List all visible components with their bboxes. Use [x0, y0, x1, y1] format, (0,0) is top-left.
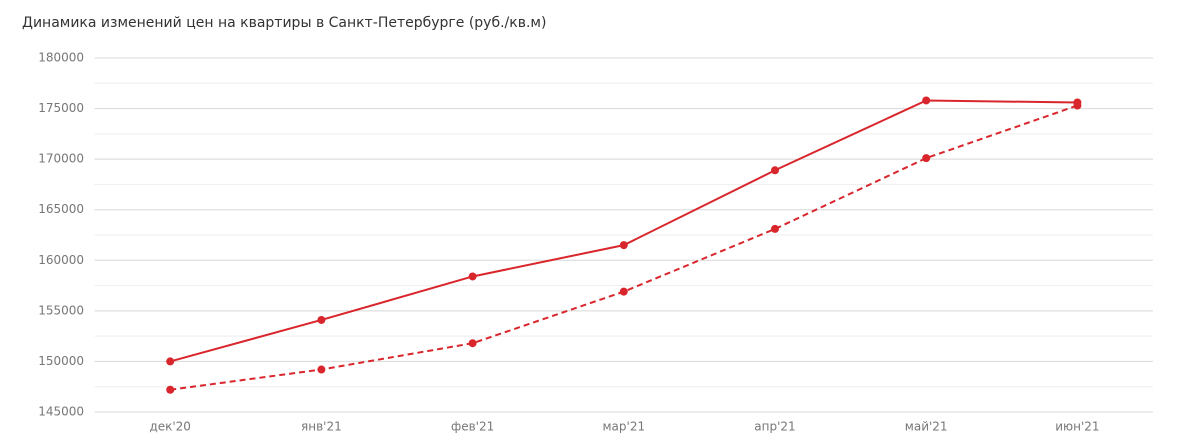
y-tick-label: 175000	[38, 101, 84, 115]
data-point	[468, 339, 477, 348]
data-point	[619, 287, 628, 296]
y-tick-label: 160000	[38, 253, 84, 267]
x-tick-label: апр'21	[754, 420, 795, 434]
x-tick-label: мар'21	[603, 420, 646, 434]
data-point	[1073, 101, 1082, 110]
data-point	[771, 224, 779, 233]
data-point	[317, 315, 326, 324]
data-point	[922, 96, 931, 105]
data-point	[317, 365, 326, 374]
x-tick-label: янв'21	[301, 420, 342, 434]
data-point	[468, 272, 477, 281]
x-tick-label: фев'21	[451, 420, 494, 434]
x-tick-label: июн'21	[1055, 420, 1099, 434]
y-tick-label: 145000	[38, 405, 84, 419]
x-tick-label: дек'20	[149, 420, 191, 434]
series-line	[169, 99, 1078, 363]
y-tick-label: 155000	[38, 303, 84, 317]
data-point	[771, 166, 779, 175]
y-tick-label: 165000	[38, 202, 84, 216]
y-tick-label: 170000	[38, 152, 84, 166]
x-tick-label: май'21	[905, 420, 948, 434]
chart-title: Динамика изменений цен на квартиры в Сан…	[22, 15, 546, 31]
data-point	[166, 357, 175, 366]
data-point	[619, 241, 628, 250]
data-point	[166, 385, 175, 394]
y-tick-label: 150000	[38, 354, 84, 368]
data-point	[922, 154, 931, 163]
y-tick-label: 180000	[38, 51, 84, 65]
